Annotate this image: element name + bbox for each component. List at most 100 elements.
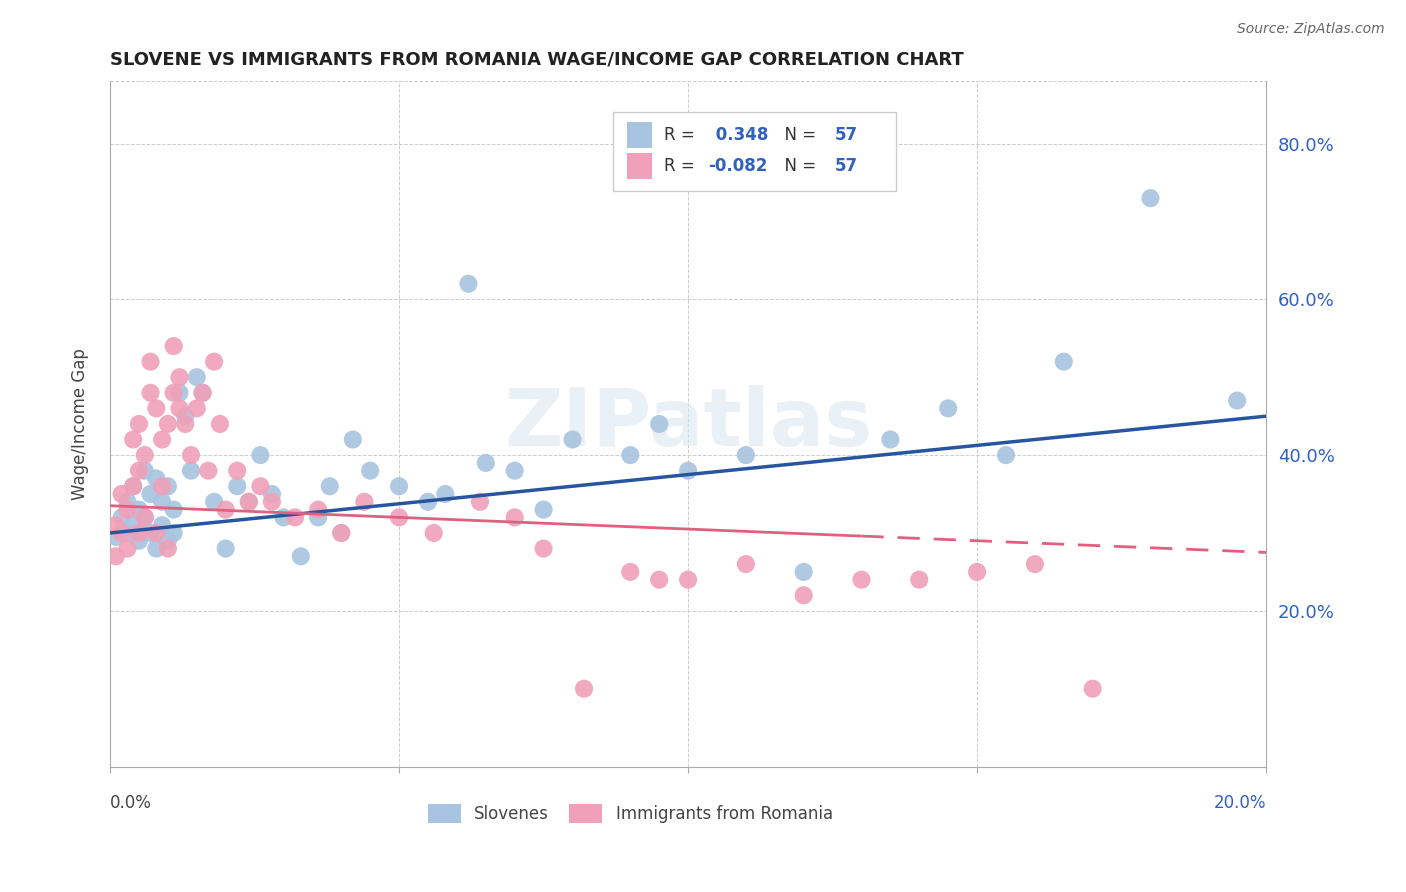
FancyBboxPatch shape: [627, 153, 652, 178]
Point: [180, 448, 202, 462]
Text: N =: N =: [773, 126, 821, 144]
Point: [134, 510, 156, 524]
Point: [676, 464, 699, 478]
Point: [330, 525, 353, 540]
Point: [150, 433, 173, 447]
Text: Source: ZipAtlas.com: Source: ZipAtlas.com: [1237, 22, 1385, 37]
Point: [648, 573, 671, 587]
Text: SLOVENE VS IMMIGRANTS FROM ROMANIA WAGE/INCOME GAP CORRELATION CHART: SLOVENE VS IMMIGRANTS FROM ROMANIA WAGE/…: [110, 51, 965, 69]
Text: 57: 57: [835, 126, 858, 144]
Point: [676, 573, 699, 587]
Point: [260, 487, 283, 501]
Point: [457, 277, 479, 291]
FancyBboxPatch shape: [613, 112, 896, 191]
Point: [1081, 681, 1104, 696]
Point: [117, 495, 139, 509]
Point: [238, 495, 260, 509]
Point: [533, 502, 555, 516]
Text: 0.0%: 0.0%: [110, 794, 152, 812]
Point: [330, 525, 353, 540]
Point: [273, 510, 295, 524]
Point: [468, 495, 491, 509]
Point: [197, 464, 219, 478]
Point: [122, 518, 145, 533]
Point: [734, 557, 756, 571]
Point: [319, 479, 342, 493]
Point: [128, 464, 150, 478]
Point: [156, 417, 179, 431]
Point: [134, 448, 156, 462]
Point: [174, 417, 197, 431]
Point: [139, 487, 162, 501]
Point: [139, 354, 162, 368]
Point: [128, 417, 150, 431]
Point: [156, 533, 179, 548]
Point: [169, 370, 191, 384]
Point: [163, 339, 186, 353]
Point: [145, 401, 167, 416]
Point: [134, 510, 156, 524]
Point: [202, 354, 225, 368]
Point: [156, 541, 179, 556]
Point: [238, 495, 260, 509]
Point: [1139, 191, 1161, 205]
Point: [226, 479, 249, 493]
Point: [111, 487, 134, 501]
Point: [163, 525, 186, 540]
Point: [572, 681, 595, 696]
Point: [191, 385, 214, 400]
Point: [117, 502, 139, 516]
Point: [260, 495, 283, 509]
Point: [128, 533, 150, 548]
Point: [561, 433, 583, 447]
Point: [169, 385, 191, 400]
Point: [1226, 393, 1249, 408]
FancyBboxPatch shape: [627, 122, 652, 148]
Point: [249, 448, 271, 462]
Point: [388, 510, 411, 524]
Point: [150, 479, 173, 493]
Point: [1024, 557, 1046, 571]
Point: [226, 464, 249, 478]
Point: [104, 530, 127, 544]
Point: [122, 433, 145, 447]
Legend: Slovenes, Immigrants from Romania: Slovenes, Immigrants from Romania: [427, 804, 832, 823]
Point: [936, 401, 959, 416]
Point: [111, 525, 134, 540]
Point: [145, 541, 167, 556]
Point: [208, 417, 231, 431]
Point: [202, 495, 225, 509]
Point: [215, 541, 238, 556]
Point: [134, 464, 156, 478]
Point: [111, 510, 134, 524]
Point: [734, 448, 756, 462]
Point: [648, 417, 671, 431]
Point: [793, 588, 815, 602]
Point: [359, 464, 381, 478]
Point: [793, 565, 815, 579]
Point: [503, 464, 526, 478]
Y-axis label: Wage/Income Gap: Wage/Income Gap: [72, 348, 89, 500]
Point: [156, 479, 179, 493]
Point: [163, 502, 186, 516]
Point: [249, 479, 271, 493]
Point: [145, 471, 167, 485]
Point: [503, 510, 526, 524]
Text: 20.0%: 20.0%: [1213, 794, 1265, 812]
Point: [908, 573, 931, 587]
Point: [139, 525, 162, 540]
Point: [117, 525, 139, 540]
Point: [619, 448, 641, 462]
Point: [186, 401, 208, 416]
Point: [434, 487, 457, 501]
Point: [104, 518, 127, 533]
Point: [215, 502, 238, 516]
Point: [619, 565, 641, 579]
Text: -0.082: -0.082: [707, 157, 768, 175]
Point: [180, 464, 202, 478]
Point: [186, 370, 208, 384]
Point: [290, 549, 312, 564]
Point: [139, 385, 162, 400]
Point: [966, 565, 988, 579]
Point: [145, 525, 167, 540]
